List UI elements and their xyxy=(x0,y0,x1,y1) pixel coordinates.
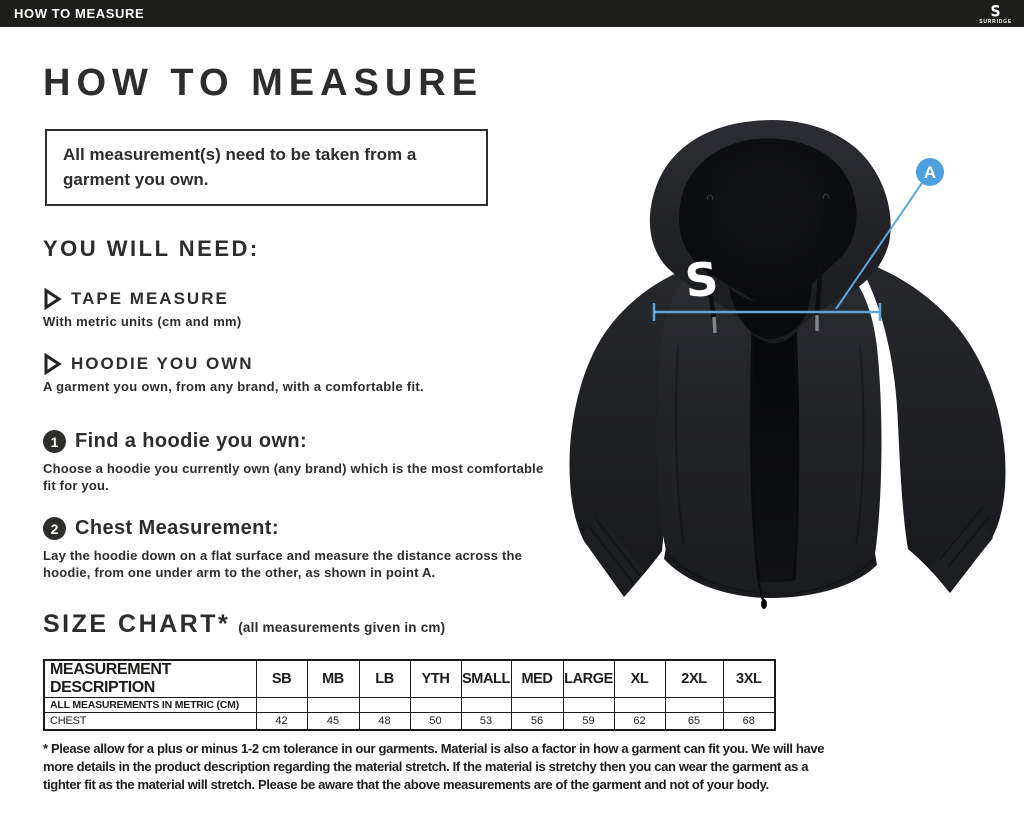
cell-value: 42 xyxy=(255,712,308,730)
col-header: LB xyxy=(358,659,411,698)
step-2: 2 Chest Measurement: Lay the hoodie down… xyxy=(43,517,557,581)
footnote: * Please allow for a plus or minus 1-2 c… xyxy=(43,741,825,793)
cell-value: 59 xyxy=(562,712,615,730)
size-chart-subheading: (all measurements given in cm) xyxy=(238,620,446,635)
cell-value: 50 xyxy=(409,712,462,730)
hoodie-hood xyxy=(649,120,891,344)
cell-value: 62 xyxy=(613,712,666,730)
brand-logo: S SURRIDGE xyxy=(979,2,1012,25)
step-desc: Choose a hoodie you currently own (any b… xyxy=(43,461,544,493)
need-item-desc: A garment you own, from any brand, with … xyxy=(43,379,424,394)
row-label: CHEST xyxy=(43,712,257,730)
top-bar: HOW TO MEASURE S SURRIDGE xyxy=(0,0,1024,27)
marker-a-circle xyxy=(916,158,944,186)
need-item-hoodie: HOODIE YOU OWN A garment you own, from a… xyxy=(43,353,424,394)
cell-value: 56 xyxy=(510,712,564,730)
step-title: Chest Measurement: xyxy=(75,517,279,539)
col-header: 3XL xyxy=(722,659,776,698)
cell-value: 45 xyxy=(306,712,360,730)
col-header: SMALL xyxy=(460,659,512,698)
need-item-title: HOODIE YOU OWN xyxy=(71,354,254,373)
step-number-badge: 2 xyxy=(43,517,66,540)
notice-box: All measurement(s) need to be taken from… xyxy=(45,129,488,206)
step-number-badge: 1 xyxy=(43,430,66,453)
you-will-need-heading: YOU WILL NEED: xyxy=(43,236,260,261)
step-desc: Lay the hoodie down on a flat surface an… xyxy=(43,548,523,580)
step-title: Find a hoodie you own: xyxy=(75,430,308,452)
page-title: HOW TO MEASURE xyxy=(43,62,484,104)
size-chart-table: MEASUREMENT DESCRIPTION SB MB LB YTH SMA… xyxy=(43,659,776,731)
drawstring-tip xyxy=(712,316,717,334)
col-header: MB xyxy=(306,659,360,698)
drawstring-right xyxy=(814,196,829,322)
metric-row-label: ALL MEASUREMENTS IN METRIC (CM) xyxy=(43,697,257,713)
measurement-overlay: A xyxy=(652,158,944,321)
step-1: 1 Find a hoodie you own: Choose a hoodie… xyxy=(43,430,553,494)
hoodie-illustration: S A xyxy=(558,95,1024,640)
col-header: 2XL xyxy=(664,659,724,698)
table-row-chest: CHEST 42 45 48 50 53 56 59 62 65 68 xyxy=(43,712,776,730)
hoodie-svg: S A xyxy=(569,120,1006,609)
marker-a-label: A xyxy=(924,163,936,182)
size-chart-heading: SIZE CHART* xyxy=(43,610,231,638)
hoodie-torso xyxy=(656,251,882,609)
brand-name: SURRIDGE xyxy=(979,19,1012,25)
play-triangle-icon xyxy=(44,353,62,375)
col-header: LARGE xyxy=(562,659,615,698)
need-item-desc: With metric units (cm and mm) xyxy=(43,314,242,329)
table-header-row: MEASUREMENT DESCRIPTION SB MB LB YTH SMA… xyxy=(43,659,776,698)
col-header: YTH xyxy=(409,659,462,698)
cell-value: 68 xyxy=(722,712,776,730)
need-item-tape-measure: TAPE MEASURE With metric units (cm and m… xyxy=(43,288,242,329)
brand-s-icon: S xyxy=(990,2,1001,22)
cell-value: 65 xyxy=(664,712,724,730)
need-item-title: TAPE MEASURE xyxy=(71,289,229,308)
size-chart-heading-row: SIZE CHART* (all measurements given in c… xyxy=(43,610,445,639)
col-header: SB xyxy=(255,659,308,698)
col-header: MED xyxy=(510,659,564,698)
cell-value: 48 xyxy=(358,712,411,730)
col-header: MEASUREMENT DESCRIPTION xyxy=(43,659,257,698)
chest-s-logo: S xyxy=(683,251,721,308)
table-metric-row: ALL MEASUREMENTS IN METRIC (CM) xyxy=(43,697,776,713)
play-triangle-icon xyxy=(44,288,62,310)
col-header: XL xyxy=(613,659,666,698)
top-bar-title: HOW TO MEASURE xyxy=(14,6,145,21)
cell-value: 53 xyxy=(460,712,512,730)
